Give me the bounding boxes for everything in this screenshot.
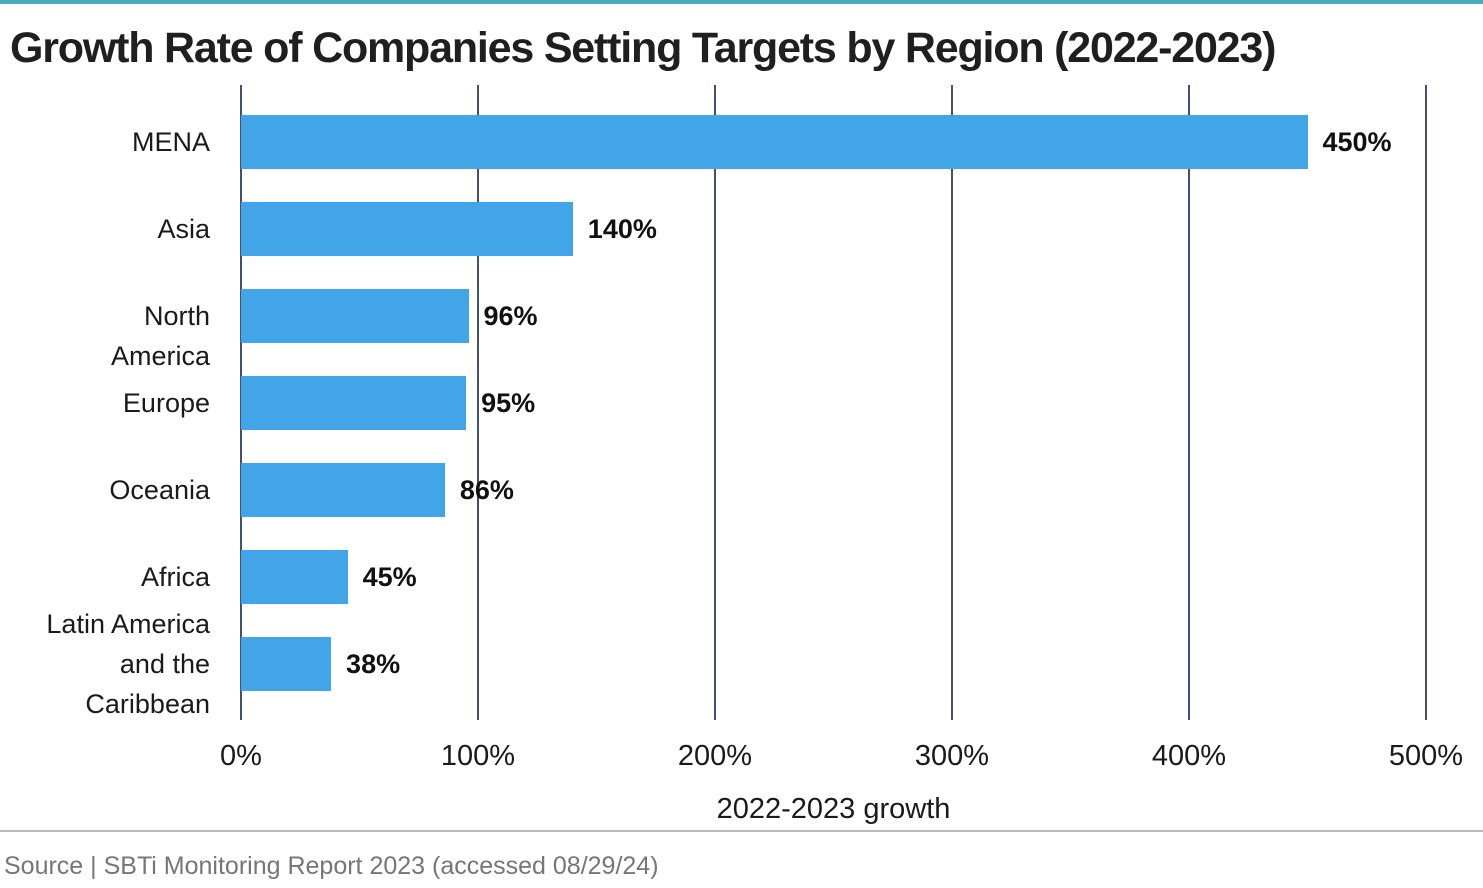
x-tick-label: 200% (677, 740, 753, 772)
gridline (714, 85, 716, 720)
chart-title: Growth Rate of Companies Setting Targets… (10, 24, 1276, 72)
bar-value-label: 140% (587, 213, 657, 244)
bar (241, 462, 445, 517)
category-label: Asia (157, 213, 210, 244)
gridline (951, 85, 953, 720)
source-text: Source | SBTi Monitoring Report 2023 (ac… (4, 852, 659, 880)
bar-value-label: 96% (483, 300, 538, 331)
bar (241, 201, 573, 256)
category-label: Africa (140, 561, 210, 592)
bar-value-label: 450% (1322, 126, 1392, 157)
footer-divider (0, 830, 1483, 832)
plot-area: 450% 140% 96% 95% 86% 45% 38% (240, 85, 1427, 720)
bar (241, 375, 467, 430)
x-axis-ticks: 0% 100% 200% 300% 400% 500% (220, 740, 1463, 776)
bar-value-label: 45% (362, 561, 417, 592)
bar-value-label: 95% (481, 387, 536, 418)
bar (241, 549, 348, 604)
bar (241, 288, 469, 343)
category-label: MENA (131, 126, 210, 157)
category-label: Oceania (109, 474, 210, 505)
x-tick-label: 500% (1388, 740, 1464, 772)
x-tick-label: 0% (220, 740, 262, 772)
x-tick-label: 100% (440, 740, 516, 772)
gridline (1425, 85, 1427, 720)
x-axis-label: 2022-2023 growth (716, 793, 951, 825)
x-tick-label: 300% (914, 740, 990, 772)
bar (241, 636, 332, 691)
top-accent-border (0, 0, 1483, 4)
category-label: North America (110, 300, 210, 371)
category-label: Europe (122, 387, 210, 418)
bar-value-label: 38% (346, 648, 401, 679)
x-tick-label: 400% (1151, 740, 1227, 772)
y-axis-labels: MENA Asia North America Europe Oceania Africa L… (0, 85, 210, 720)
bar (241, 114, 1308, 169)
gridline (1188, 85, 1190, 720)
category-label: Latin America and the Caribbean (46, 608, 210, 719)
gridline (477, 85, 479, 720)
bar-value-label: 86% (459, 474, 514, 505)
